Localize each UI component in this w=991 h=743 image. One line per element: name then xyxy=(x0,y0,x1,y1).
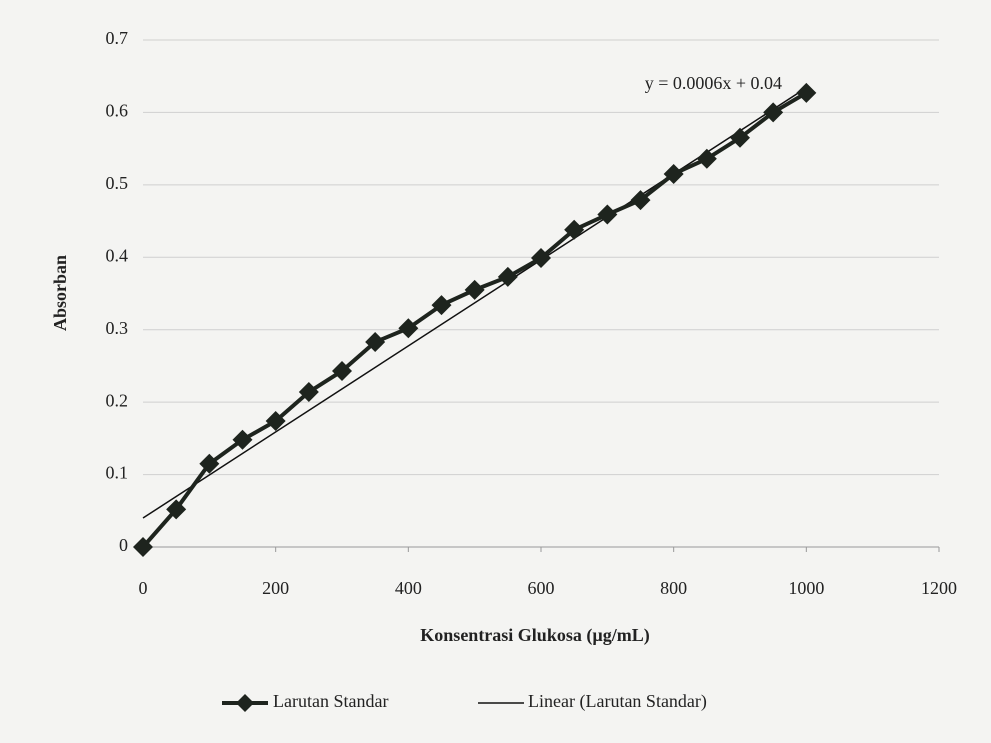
legend-label: Linear (Larutan Standar) xyxy=(528,691,707,712)
x-tick-label: 1000 xyxy=(788,578,824,598)
chart: Konsentrasi Glukosa (µg/mL) Absorban y =… xyxy=(0,0,991,743)
x-axis-title: Konsentrasi Glukosa (µg/mL) xyxy=(420,625,649,646)
y-tick-label: 0.1 xyxy=(106,463,129,483)
x-tick-label: 200 xyxy=(262,578,289,598)
y-tick-label: 0.2 xyxy=(106,390,129,410)
x-tick-label: 800 xyxy=(660,578,687,598)
y-tick-label: 0.3 xyxy=(106,318,129,338)
x-tick-label: 600 xyxy=(528,578,555,598)
y-axis-title: Absorban xyxy=(50,255,70,331)
y-tick-label: 0.6 xyxy=(106,101,129,121)
x-tick-label: 0 xyxy=(139,578,148,598)
equation: y = 0.0006x + 0.04 xyxy=(645,73,782,93)
x-tick-label: 400 xyxy=(395,578,422,598)
y-tick-label: 0 xyxy=(119,535,128,555)
legend-label: Larutan Standar xyxy=(273,691,388,711)
x-tick-label: 1200 xyxy=(921,578,957,598)
page: Konsentrasi Glukosa (µg/mL) Absorban y =… xyxy=(0,0,991,743)
y-tick-label: 0.4 xyxy=(106,245,129,265)
y-tick-label: 0.5 xyxy=(106,173,129,193)
y-tick-label: 0.7 xyxy=(106,28,129,48)
